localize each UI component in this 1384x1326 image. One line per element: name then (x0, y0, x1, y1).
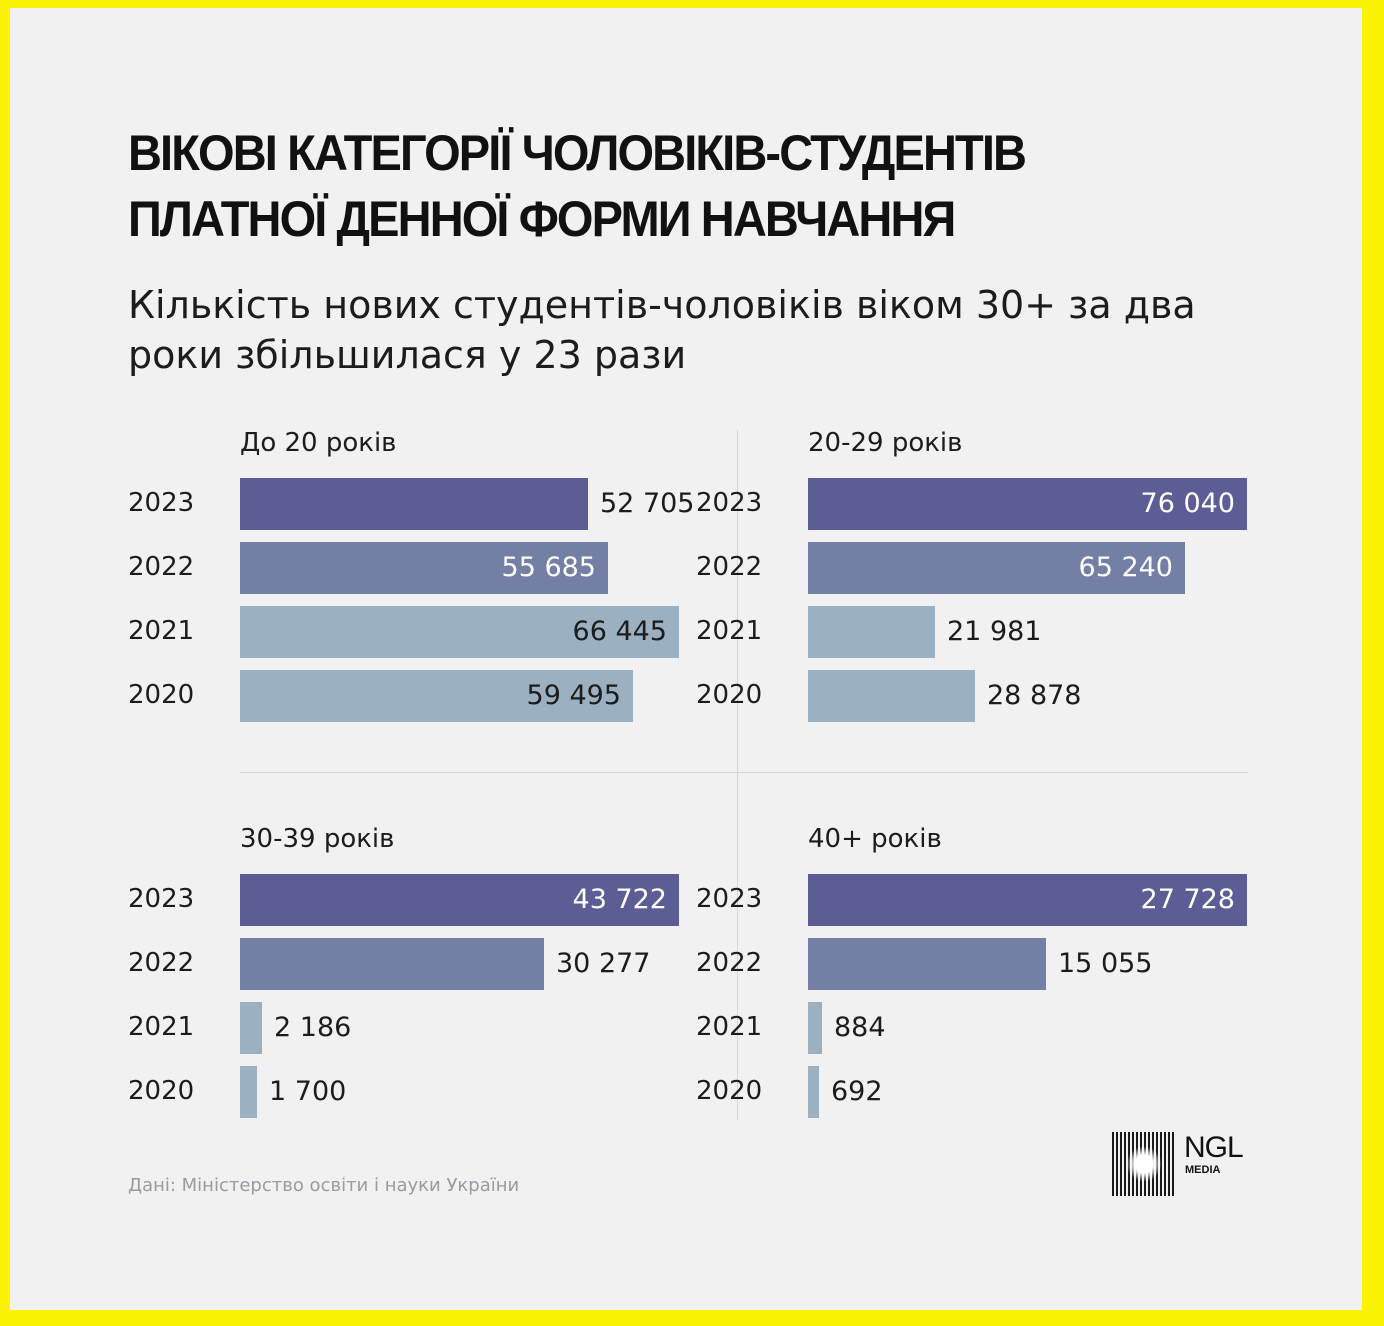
panel-title: 30-39 років (240, 824, 395, 854)
value-label: 21 981 (947, 616, 1042, 647)
year-label: 2023 (696, 884, 763, 914)
bar-row: 2020 28 878 (696, 670, 1296, 722)
year-label: 2020 (128, 1076, 195, 1106)
logo-mark-icon (1112, 1132, 1176, 1196)
year-label: 2023 (128, 488, 195, 518)
bar-row: 2022 55 685 (128, 542, 728, 594)
value-label: 55 685 (501, 552, 596, 583)
value-label: 59 495 (526, 680, 621, 711)
value-label: 1 700 (269, 1076, 347, 1107)
bar (240, 478, 588, 530)
value-label: 884 (834, 1012, 886, 1043)
value-label: 28 878 (987, 680, 1082, 711)
year-label: 2020 (128, 680, 195, 710)
bar (240, 874, 679, 926)
panel-title: 40+ років (808, 824, 942, 854)
year-label: 2021 (696, 1012, 763, 1042)
value-label: 2 186 (274, 1012, 352, 1043)
bar (808, 478, 1247, 530)
logo-name: NGL (1184, 1131, 1244, 1164)
bar (240, 1066, 257, 1118)
horizontal-divider (240, 772, 1248, 773)
logo-subname: MEDIA (1185, 1164, 1221, 1176)
bar-row: 2023 52 705 (128, 478, 728, 530)
chart-title: ВІКОВІ КАТЕГОРІЇ ЧОЛОВІКІВ-СТУДЕНТІВ ПЛА… (128, 125, 1027, 247)
bar (240, 542, 608, 594)
bar (808, 874, 1247, 926)
chart-panel-3: 30-39 років 2023 43 722 2022 30 277 2021 2 186… (128, 822, 720, 1142)
year-label: 2023 (696, 488, 763, 518)
bar-row: 2021 884 (696, 1002, 1296, 1054)
bar (808, 938, 1046, 990)
value-label: 692 (831, 1076, 883, 1107)
year-label: 2023 (128, 884, 195, 914)
year-label: 2020 (696, 1076, 763, 1106)
bar (808, 606, 935, 658)
year-label: 2022 (696, 552, 763, 582)
bar-row: 2022 15 055 (696, 938, 1296, 990)
bar-row: 2020 692 (696, 1066, 1296, 1118)
bar (808, 670, 975, 722)
chart-panel-2: 20-29 років 2023 76 040 2022 65 240 2021 21 98… (696, 426, 1288, 746)
bar-row: 2021 66 445 (128, 606, 728, 658)
chart-panel-4: 40+ років 2023 27 728 2022 15 055 2021 884 2020… (696, 822, 1288, 1142)
year-label: 2020 (696, 680, 763, 710)
chart-subtitle: Кількість нових студентів-чоловіків віко… (128, 283, 1196, 377)
year-label: 2021 (696, 616, 763, 646)
vertical-divider (737, 430, 738, 1120)
bar-row: 2021 2 186 (128, 1002, 728, 1054)
bar-row: 2021 21 981 (696, 606, 1296, 658)
bar (240, 606, 679, 658)
year-label: 2022 (128, 948, 195, 978)
bar-row: 2022 30 277 (128, 938, 728, 990)
bar-row: 2020 59 495 (128, 670, 728, 722)
year-label: 2021 (128, 616, 195, 646)
value-label: 76 040 (1140, 488, 1235, 519)
year-label: 2022 (696, 948, 763, 978)
chart-panel-1: До 20 років 2023 52 705 2022 55 685 2021 66 44… (128, 426, 720, 746)
bar (240, 670, 633, 722)
infographic-card: ВІКОВІ КАТЕГОРІЇ ЧОЛОВІКІВ-СТУДЕНТІВ ПЛА… (10, 8, 1362, 1310)
bar-row: 2022 65 240 (696, 542, 1296, 594)
bar-row: 2023 27 728 (696, 874, 1296, 926)
bar-row: 2020 1 700 (128, 1066, 728, 1118)
value-label: 43 722 (572, 884, 667, 915)
value-label: 65 240 (1078, 552, 1173, 583)
bar (240, 1002, 262, 1054)
value-label: 27 728 (1140, 884, 1235, 915)
bar (808, 542, 1185, 594)
year-label: 2021 (128, 1012, 195, 1042)
bar-row: 2023 43 722 (128, 874, 728, 926)
value-label: 30 277 (556, 948, 651, 979)
value-label: 15 055 (1058, 948, 1153, 979)
value-label: 52 705 (600, 488, 695, 519)
chart-panels: До 20 років 2023 52 705 2022 55 685 2021 66 44… (10, 8, 1362, 1310)
bar (240, 938, 544, 990)
bar (808, 1002, 822, 1054)
source-note: Дані: Міністерство освіти і науки Україн… (128, 1175, 520, 1196)
year-label: 2022 (128, 552, 195, 582)
ngl-media-logo: NGL MEDIA (1112, 1132, 1252, 1196)
bar (808, 1066, 819, 1118)
panel-title: 20-29 років (808, 428, 963, 458)
bar-row: 2023 76 040 (696, 478, 1296, 530)
panel-title: До 20 років (240, 428, 397, 458)
value-label: 66 445 (572, 616, 667, 647)
